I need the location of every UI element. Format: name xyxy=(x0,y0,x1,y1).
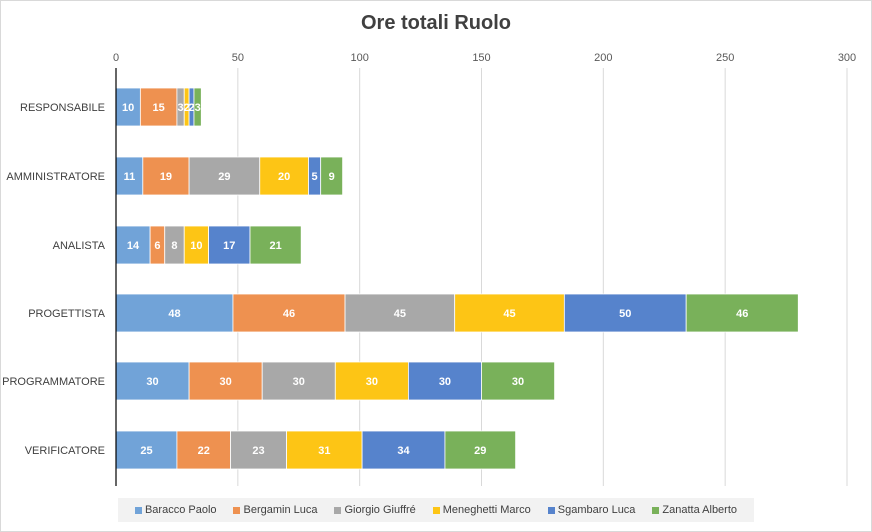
data-label: 17 xyxy=(223,240,235,252)
x-tick-label: 0 xyxy=(113,52,119,64)
data-label: 30 xyxy=(512,376,524,388)
legend-item: Baracco Paolo xyxy=(134,504,217,516)
data-label: 2 xyxy=(188,102,194,114)
bar-segment xyxy=(115,430,178,470)
data-label: 30 xyxy=(220,376,232,388)
legend: Baracco Paolo Bergamin Luca Giorgio Giuffr… xyxy=(118,498,754,522)
x-tick-label: 250 xyxy=(716,52,734,64)
bar-segment xyxy=(142,156,190,196)
legend-swatch xyxy=(233,506,241,514)
bar-segment xyxy=(232,293,346,333)
data-label: 22 xyxy=(198,445,210,457)
bar-segment xyxy=(454,293,565,333)
category-label: AMMINISTRATORE xyxy=(6,171,105,183)
data-label: 31 xyxy=(318,445,330,457)
bar-segment xyxy=(115,225,151,265)
bar-segment xyxy=(249,225,302,265)
data-label: 3 xyxy=(178,102,184,114)
bar-segment xyxy=(334,361,409,401)
bar-segment xyxy=(193,87,202,127)
bar-segment xyxy=(139,87,178,127)
legend-label: Baracco Paolo xyxy=(144,504,217,516)
category-label: PROGRAMMATORE xyxy=(2,376,105,388)
data-label: 34 xyxy=(397,445,410,457)
data-label: 45 xyxy=(503,308,515,320)
x-tick-label: 300 xyxy=(838,52,856,64)
bar-segment xyxy=(320,156,344,196)
bar-segment xyxy=(344,293,456,333)
bar-segment xyxy=(261,361,336,401)
category-label: RESPONSABILE xyxy=(20,102,105,114)
category-label: ANALISTA xyxy=(53,240,106,252)
data-label: 3 xyxy=(195,102,201,114)
data-label: 30 xyxy=(293,376,305,388)
legend-swatch xyxy=(432,506,440,514)
bar-segment xyxy=(481,361,555,401)
data-label: 46 xyxy=(736,308,748,320)
legend-label: Bergamin Luca xyxy=(243,504,318,516)
data-label: 30 xyxy=(146,376,158,388)
bar-segment xyxy=(407,361,482,401)
data-label: 5 xyxy=(312,171,318,183)
bar-segment xyxy=(115,293,234,333)
legend-swatch xyxy=(134,506,142,514)
data-label: 29 xyxy=(474,445,486,457)
legend-label: Zanatta Alberto xyxy=(662,504,738,516)
data-label: 46 xyxy=(283,308,295,320)
data-label: 25 xyxy=(140,445,152,457)
data-label: 20 xyxy=(278,171,290,183)
bar-segment xyxy=(563,293,687,333)
data-label: 9 xyxy=(329,171,335,183)
data-label: 45 xyxy=(394,308,406,320)
data-label: 48 xyxy=(168,308,180,320)
bar-segment xyxy=(188,361,263,401)
chart-title: Ore totali Ruolo xyxy=(361,12,511,34)
legend-label: Meneghetti Marco xyxy=(442,504,531,516)
data-label: 23 xyxy=(252,445,264,457)
bar-segment xyxy=(115,87,141,127)
bar-segment xyxy=(208,225,251,265)
legend-swatch xyxy=(547,506,555,514)
data-label: 21 xyxy=(269,240,281,252)
legend-item: Meneghetti Marco xyxy=(432,504,531,516)
data-label: 19 xyxy=(160,171,172,183)
data-label: 30 xyxy=(439,376,451,388)
data-label: 10 xyxy=(190,240,202,252)
bar-segment xyxy=(183,225,209,265)
legend-label: Giorgio Giuffré xyxy=(344,504,416,516)
data-label: 50 xyxy=(619,308,631,320)
legend-swatch xyxy=(334,506,342,514)
bar-segment xyxy=(176,430,231,470)
data-label: 10 xyxy=(122,102,134,114)
x-tick-label: 150 xyxy=(472,52,490,64)
category-label: PROGETTISTA xyxy=(28,308,105,320)
data-label: 14 xyxy=(127,240,140,252)
legend-label: Sgambaro Luca xyxy=(557,504,636,516)
bar-segment xyxy=(230,430,287,470)
bar-segment xyxy=(444,430,517,470)
data-label: 2 xyxy=(184,102,190,114)
category-label: VERIFICATORE xyxy=(25,445,105,457)
data-label: 29 xyxy=(218,171,230,183)
data-label: 15 xyxy=(153,102,165,114)
data-label: 11 xyxy=(124,171,136,183)
legend-item: Sgambaro Luca xyxy=(547,504,636,516)
x-tick-label: 200 xyxy=(594,52,612,64)
legend-swatch xyxy=(652,506,660,514)
x-tick-label: 50 xyxy=(232,52,244,64)
legend-item: Bergamin Luca xyxy=(233,504,317,516)
bar-segment xyxy=(115,156,144,196)
x-tick-label: 100 xyxy=(350,52,368,64)
legend-item: Zanatta Alberto xyxy=(652,504,737,516)
bar-segment xyxy=(685,293,799,333)
data-label: 6 xyxy=(154,240,160,252)
data-label: 8 xyxy=(171,240,177,252)
data-label: 30 xyxy=(366,376,378,388)
legend-item: Giorgio Giuffré xyxy=(334,504,416,516)
bar-segment xyxy=(188,156,261,196)
